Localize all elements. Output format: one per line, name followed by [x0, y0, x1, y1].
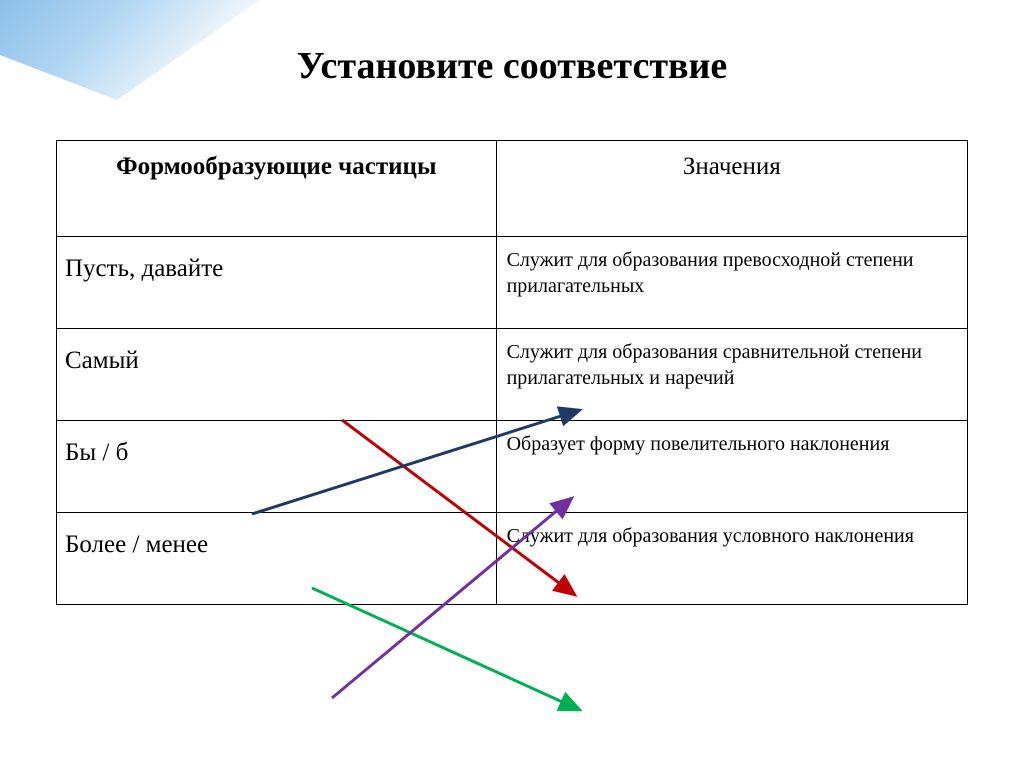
meaning-cell: Служит для образования условного наклоне… — [496, 513, 967, 605]
particle-cell: Бы / б — [57, 421, 497, 513]
meaning-cell: Образует форму повелительного наклонения — [496, 421, 967, 513]
matching-table: Формообразующие частицы Значения Пусть, … — [56, 140, 968, 605]
matching-table-wrap: Формообразующие частицы Значения Пусть, … — [56, 140, 968, 605]
meaning-cell: Служит для образования превосходной степ… — [496, 237, 967, 329]
table-row: Пусть, давайте Служит для образования пр… — [57, 237, 968, 329]
header-left: Формообразующие частицы — [57, 141, 497, 237]
table-row: Бы / б Образует форму повелительного нак… — [57, 421, 968, 513]
particle-cell: Самый — [57, 329, 497, 421]
table-row: Более / менее Служит для образования усл… — [57, 513, 968, 605]
table-row: Самый Служит для образования сравнительн… — [57, 329, 968, 421]
arrow-green — [312, 588, 580, 710]
meaning-cell: Служит для образования сравнительной сте… — [496, 329, 967, 421]
header-right: Значения — [496, 141, 967, 237]
table-header-row: Формообразующие частицы Значения — [57, 141, 968, 237]
particle-cell: Более / менее — [57, 513, 497, 605]
particle-cell: Пусть, давайте — [57, 237, 497, 329]
